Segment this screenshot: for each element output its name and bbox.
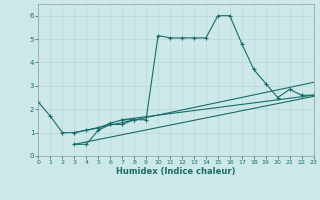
X-axis label: Humidex (Indice chaleur): Humidex (Indice chaleur) [116,167,236,176]
